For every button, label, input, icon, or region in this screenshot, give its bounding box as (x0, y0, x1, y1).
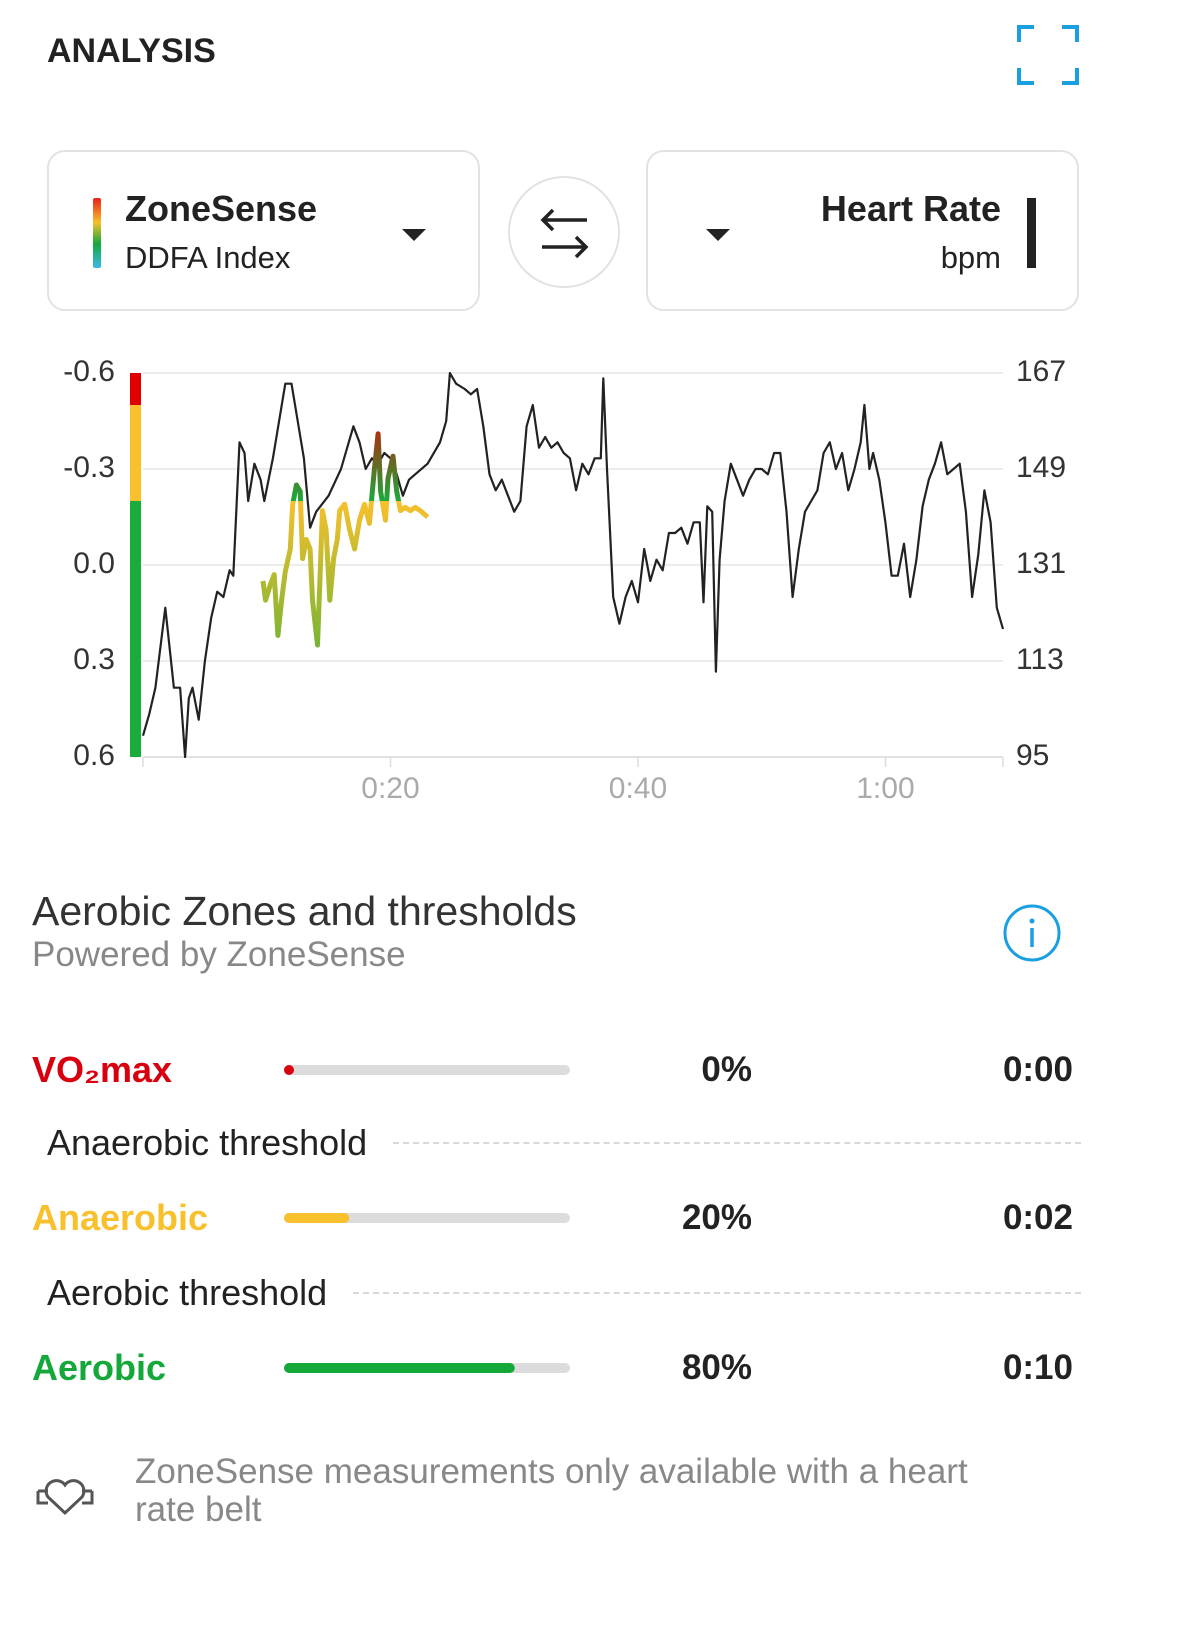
threshold-line (353, 1292, 1081, 1294)
selector-subtitle: bpm (940, 240, 1001, 275)
chart: 0.6 0.3 0.0 -0.3 -0.6 95 113 131 149 167 0:20 0:40 1… (63, 355, 1066, 805)
selector-title: Heart Rate (820, 188, 1001, 229)
page-title: ANALYSIS (47, 32, 216, 70)
left-series-selector[interactable]: ZoneSense DDFA Index (47, 150, 480, 311)
zone-name: Anaerobic (32, 1197, 209, 1238)
y-tick-label: -0.3 (63, 451, 115, 484)
zone-band (130, 405, 141, 501)
zone-time: 0:00 (1002, 1050, 1073, 1089)
zone-bar (284, 1065, 570, 1075)
threshold-label: Aerobic threshold (47, 1272, 328, 1313)
swap-button[interactable] (507, 175, 622, 290)
series-line (141, 371, 1005, 759)
zone-percent: 0% (701, 1050, 752, 1089)
zone-percent: 20% (681, 1198, 752, 1237)
series-line (260, 431, 430, 648)
x-tick-label: 1:00 (856, 772, 914, 805)
dropdown-arrow (402, 229, 426, 241)
y-tick-label: 0.3 (73, 643, 115, 676)
x-tick-label: 0:40 (609, 772, 667, 805)
right-series-selector[interactable]: Heart Rate bpm (646, 150, 1079, 311)
selector-subtitle: DDFA Index (125, 240, 291, 275)
series-swatch (1027, 198, 1036, 268)
zone-percent: 80% (681, 1348, 752, 1387)
dropdown-arrow (706, 229, 730, 241)
zone-name: VO₂max (32, 1049, 173, 1090)
x-tick-label: 0:20 (361, 772, 419, 805)
y2-tick-label: 131 (1016, 547, 1066, 580)
threshold-label: Anaerobic threshold (47, 1122, 368, 1163)
zone-bar (284, 1363, 570, 1373)
zone-time: 0:02 (1002, 1198, 1073, 1237)
zone-time: 0:10 (1002, 1348, 1073, 1387)
selector-title: ZoneSense (125, 188, 318, 229)
y-tick-label: 0.0 (73, 547, 115, 580)
y-tick-label: -0.6 (63, 355, 115, 388)
threshold-row: Aerobic threshold (47, 1272, 1081, 1314)
section-subtitle: Powered by ZoneSense (32, 935, 406, 974)
y2-tick-label: 95 (1016, 739, 1049, 772)
threshold-line (393, 1142, 1081, 1144)
zone-icon (93, 198, 101, 268)
footer-note: ZoneSense measurements only available wi… (135, 1452, 968, 1529)
y-tick-label: 0.6 (73, 739, 115, 772)
y2-tick-label: 149 (1016, 451, 1066, 484)
zone-band (130, 501, 141, 757)
info-button[interactable] (1002, 903, 1062, 963)
threshold-row: Anaerobic threshold (47, 1122, 1081, 1164)
expand-button[interactable] (1016, 24, 1080, 86)
section-title: Aerobic Zones and thresholds (32, 888, 577, 934)
zone-band (130, 373, 141, 405)
y2-tick-label: 113 (1016, 643, 1064, 676)
heart-icon (36, 1479, 94, 1516)
y2-tick-label: 167 (1016, 355, 1066, 388)
zone-name: Aerobic (32, 1347, 167, 1388)
zone-bar (284, 1213, 570, 1223)
